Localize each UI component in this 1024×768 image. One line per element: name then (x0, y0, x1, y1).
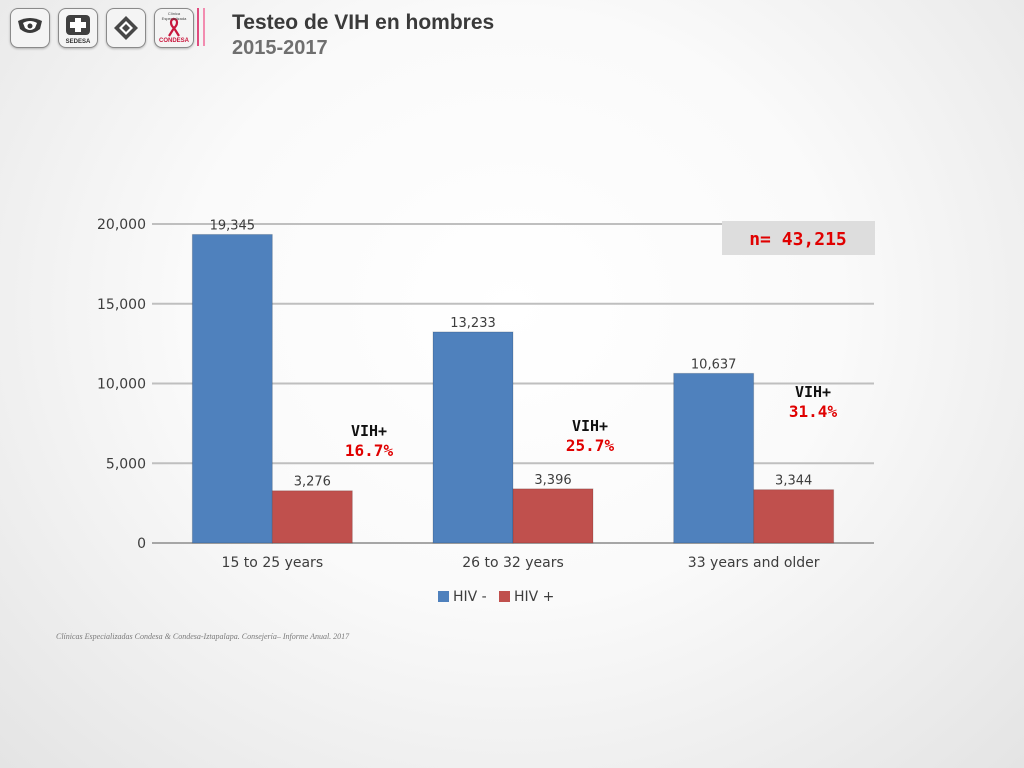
title-divider-right (203, 8, 205, 46)
red-ribbon-icon (168, 17, 180, 37)
vih-annotation-value: 16.7% (345, 441, 394, 460)
sedesa-logo-text: SEDESA (65, 39, 91, 45)
y-tick-label: 10,000 (97, 377, 146, 393)
diamond-icon (114, 16, 138, 40)
data-label: 19,345 (210, 218, 256, 233)
bar-hiv-negative (191, 233, 273, 544)
legend-swatch (499, 591, 510, 602)
sedesa-logo: SEDESA (58, 8, 98, 48)
data-label: 10,637 (691, 357, 737, 372)
x-tick-label: 26 to 32 years (462, 555, 564, 571)
bar-hiv-positive (271, 490, 353, 544)
condesa-logo-text: CONDESA (158, 38, 189, 44)
y-tick-label: 0 (137, 536, 146, 552)
condesa-logo-top-text: Clínica Especializada (161, 11, 187, 21)
n-box (722, 221, 875, 255)
cross-shield-icon (66, 15, 90, 35)
page-subtitle: 2015-2017 (232, 37, 328, 59)
y-tick-label: 5,000 (106, 456, 146, 472)
n-box-text: n= 43,215 (749, 229, 847, 250)
eagle-shield-icon (18, 18, 42, 33)
y-tick-label: 15,000 (97, 297, 146, 313)
bar-hiv-positive (753, 489, 835, 544)
vih-annotation-value: 31.4% (789, 402, 838, 421)
legend-label: HIV + (514, 589, 554, 605)
bar-hiv-positive (512, 488, 594, 544)
x-tick-label: 15 to 25 years (222, 555, 324, 571)
logo-bar: SEDESA Clínica Especializada CONDESA (10, 8, 194, 48)
legend-swatch (438, 591, 449, 602)
condesa-logo: Clínica Especializada CONDESA (154, 8, 194, 48)
data-label: 13,233 (450, 316, 496, 331)
x-tick-label: 33 years and older (688, 555, 820, 571)
vih-annotation-label: VIH+ (351, 422, 387, 440)
coat-of-arms-logo (10, 8, 50, 48)
vih-annotation-label: VIH+ (795, 383, 831, 401)
data-label: 3,276 (294, 475, 331, 490)
secretaria-logo (106, 8, 146, 48)
bar-hiv-negative (673, 372, 755, 544)
title-divider-left (197, 8, 199, 46)
vih-annotation-label: VIH+ (572, 417, 608, 435)
y-tick-label: 20,000 (97, 217, 146, 233)
data-label: 3,396 (534, 473, 571, 488)
vih-annotation-value: 25.7% (566, 436, 615, 455)
page-title: Testeo de VIH en hombres (232, 11, 495, 34)
legend-label: HIV - (453, 589, 487, 605)
bar-hiv-negative (432, 331, 514, 544)
data-label: 3,344 (775, 474, 812, 489)
source-note: Clínicas Especializadas Condesa & Condes… (56, 632, 350, 641)
